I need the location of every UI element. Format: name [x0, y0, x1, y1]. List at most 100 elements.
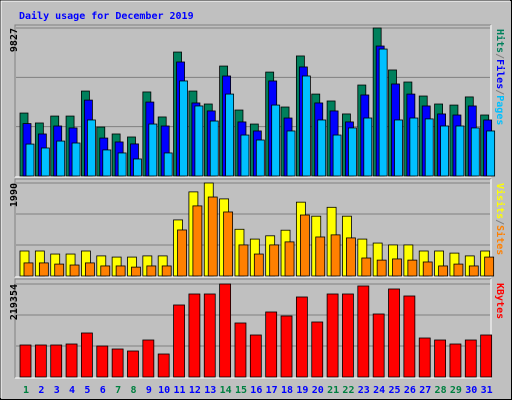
bar — [449, 343, 462, 378]
x-tick-label: 1 — [23, 385, 29, 396]
x-tick-label: 17 — [266, 385, 278, 396]
bar — [301, 75, 311, 177]
bar — [470, 127, 480, 177]
bar — [179, 80, 188, 177]
bar — [361, 257, 372, 277]
legend-entry: Files — [494, 59, 506, 89]
bar — [127, 350, 139, 378]
legend-entry: Hits — [494, 29, 506, 53]
bar — [81, 332, 93, 378]
legend-entry: Visits — [494, 183, 506, 219]
bar — [25, 143, 35, 177]
y-tick-label: 219354 — [9, 284, 20, 320]
legend: KBytes — [494, 283, 505, 319]
panel-edge — [14, 178, 491, 277]
x-tick-label: 7 — [115, 385, 121, 396]
x-tick-label: 12 — [189, 385, 201, 396]
bar — [326, 293, 339, 378]
legend: Visits/Sites — [494, 183, 506, 255]
bar — [434, 339, 446, 378]
bar — [286, 130, 296, 177]
bar — [40, 147, 50, 177]
bar — [177, 229, 187, 277]
bar — [392, 258, 402, 277]
bar — [148, 123, 158, 177]
bar — [96, 345, 109, 378]
bar — [19, 344, 32, 378]
bar — [173, 304, 185, 378]
bar — [255, 139, 265, 177]
bar — [253, 253, 264, 277]
x-tick-label: 29 — [450, 385, 462, 396]
bar — [71, 142, 81, 177]
legend-separator: / — [494, 89, 505, 95]
bar — [342, 293, 354, 378]
bar — [85, 262, 95, 277]
x-tick-label: 22 — [342, 385, 354, 396]
bar — [133, 158, 142, 177]
x-tick-label: 5 — [84, 385, 90, 396]
y-tick-label: 9827 — [9, 28, 20, 52]
bar — [249, 334, 262, 378]
bar — [65, 343, 78, 378]
chart-title: Daily usage for December 2019 — [19, 10, 194, 22]
x-tick-label: 23 — [358, 385, 370, 396]
bar — [203, 293, 216, 378]
bar — [346, 237, 356, 277]
bar — [115, 265, 126, 277]
x-tick-label: 28 — [435, 385, 447, 396]
bar — [38, 262, 49, 277]
x-tick-label: 18 — [281, 385, 293, 396]
bar — [403, 295, 416, 378]
bar — [161, 265, 172, 277]
x-tick-label: 20 — [312, 385, 324, 396]
x-tick-label: 26 — [404, 385, 416, 396]
legend: Hits/Files/Pages — [494, 29, 506, 125]
bar — [265, 311, 278, 378]
bar — [418, 337, 431, 378]
bar — [363, 117, 373, 177]
bar — [486, 130, 496, 177]
panel-edge — [15, 279, 492, 379]
bar — [225, 93, 235, 177]
legend-entry: Pages — [494, 95, 505, 125]
x-tick-label: 4 — [69, 385, 75, 396]
x-tick-label: 16 — [250, 385, 262, 396]
legend-entry: Sites — [494, 225, 506, 255]
bar — [357, 285, 370, 378]
bar — [332, 134, 342, 177]
x-tick-label: 24 — [373, 385, 385, 396]
x-tick-label: 21 — [327, 385, 339, 396]
bar — [315, 236, 326, 277]
bar — [163, 152, 173, 177]
bar — [157, 353, 170, 378]
bar — [117, 152, 127, 177]
bar — [146, 265, 157, 277]
bar — [131, 266, 141, 277]
bar — [407, 259, 418, 277]
bar — [50, 344, 63, 378]
bar — [317, 119, 327, 177]
x-tick-label: 10 — [158, 385, 170, 396]
bar — [424, 118, 434, 177]
bar — [100, 265, 111, 277]
x-tick-label: 14 — [220, 385, 232, 396]
bar — [422, 261, 433, 277]
bar — [56, 140, 66, 177]
bar — [453, 263, 464, 277]
panel-edge — [14, 24, 491, 177]
x-tick-label: 30 — [465, 385, 477, 396]
bar — [464, 339, 477, 378]
legend-entry: KBytes — [494, 283, 505, 319]
bar — [219, 283, 232, 378]
x-tick-label: 25 — [388, 385, 400, 396]
bar — [468, 265, 479, 277]
bar — [348, 127, 357, 177]
x-tick-label: 2 — [38, 385, 44, 396]
panel-edge — [15, 25, 492, 178]
x-tick-label: 11 — [174, 385, 186, 396]
bar — [102, 149, 112, 177]
x-tick-label: 9 — [146, 385, 152, 396]
